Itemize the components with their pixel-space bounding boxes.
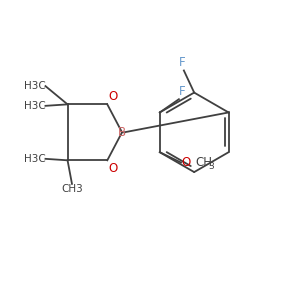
Text: H3C: H3C xyxy=(24,101,46,111)
Text: CH3: CH3 xyxy=(61,184,83,194)
Text: 3: 3 xyxy=(208,162,214,171)
Text: B: B xyxy=(118,126,126,139)
Text: O: O xyxy=(108,90,117,103)
Text: H3C: H3C xyxy=(24,154,46,164)
Text: CH: CH xyxy=(195,156,212,169)
Text: H3C: H3C xyxy=(24,81,46,91)
Text: O: O xyxy=(108,162,117,175)
Text: F: F xyxy=(179,56,186,69)
Text: O: O xyxy=(181,156,190,169)
Text: F: F xyxy=(179,85,185,98)
